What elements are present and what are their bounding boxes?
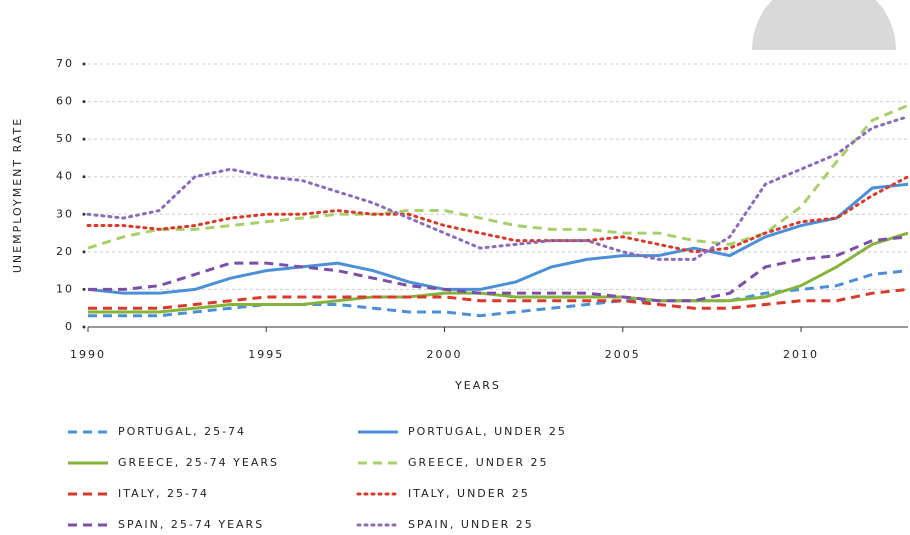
line xyxy=(88,231,909,314)
x-tick-label: 2000 xyxy=(427,348,463,361)
legend-label: GREECE, UNDER 25 xyxy=(408,456,549,469)
line xyxy=(87,182,909,295)
y-tick xyxy=(82,212,86,216)
legend-label: ITALY, UNDER 25 xyxy=(408,487,530,500)
y-tick-label: 40 xyxy=(56,170,74,183)
y-tick xyxy=(82,325,86,329)
y-tick xyxy=(82,100,86,104)
y-tick xyxy=(82,62,86,66)
y-axis-label: UNEMPLOYMENT RATE xyxy=(11,117,24,273)
line xyxy=(87,103,909,250)
line xyxy=(86,115,910,261)
y-tick-label: 70 xyxy=(56,57,74,70)
y-tick xyxy=(82,175,86,179)
line xyxy=(88,269,909,318)
y-tick-label: 20 xyxy=(56,245,74,258)
line xyxy=(88,287,909,310)
line xyxy=(86,175,910,254)
y-tick xyxy=(82,287,86,291)
x-tick-label: 1990 xyxy=(70,348,106,361)
y-tick xyxy=(82,137,86,141)
x-tick-label: 2010 xyxy=(783,348,819,361)
legend-label: PORTUGAL, UNDER 25 xyxy=(408,425,567,438)
y-tick-label: 60 xyxy=(56,95,74,108)
x-tick-label: 2005 xyxy=(605,348,641,361)
y-tick-label: 30 xyxy=(56,207,74,220)
legend-label: SPAIN, UNDER 25 xyxy=(408,518,534,531)
y-tick-label: 50 xyxy=(56,132,74,145)
y-tick-label: 0 xyxy=(65,320,74,333)
y-tick-label: 10 xyxy=(56,282,74,295)
x-axis-label: YEARS xyxy=(454,379,501,392)
y-tick xyxy=(82,250,86,254)
legend-label: PORTUGAL, 25-74 xyxy=(118,425,246,438)
legend-label: GREECE, 25-74 YEARS xyxy=(118,456,279,469)
x-tick-label: 1995 xyxy=(248,348,284,361)
legend-label: ITALY, 25-74 xyxy=(118,487,209,500)
legend-label: SPAIN, 25-74 YEARS xyxy=(118,518,264,531)
decoration xyxy=(752,0,896,50)
line xyxy=(88,235,909,303)
